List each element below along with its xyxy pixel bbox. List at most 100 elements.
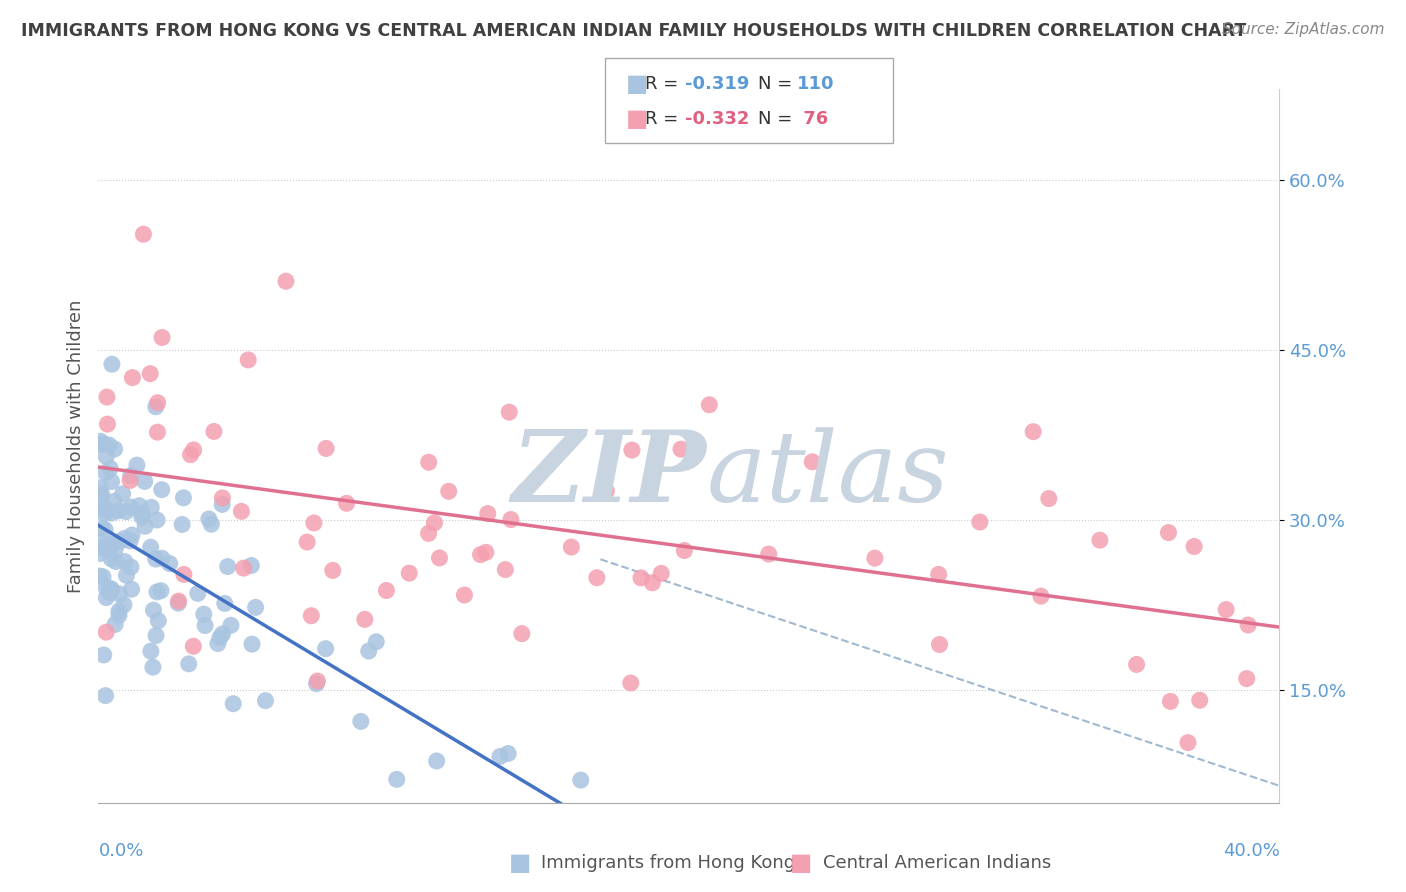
Point [104,543,127,558]
Point [120,500,142,515]
Point [139,367,162,381]
Point [131,507,153,521]
Point [494,563,516,577]
Point [217,559,239,574]
Point [375,583,398,598]
Point [93,507,115,521]
Point [1188,693,1211,707]
Point [173,567,195,582]
Point [366,634,388,648]
Point [146,395,169,409]
Point [150,551,173,566]
Point [1125,657,1147,672]
Point [94,501,117,516]
Point [112,532,135,546]
Point [145,628,167,642]
Point [89,546,111,560]
Point [100,551,122,566]
Point [641,575,664,590]
Point [499,512,522,526]
Point [489,749,512,764]
Point [90,541,112,555]
Point [89,481,111,495]
Text: Central American Indians: Central American Indians [823,855,1050,872]
Point [1022,425,1045,439]
Point [1038,491,1060,506]
Y-axis label: Family Households with Children: Family Households with Children [66,300,84,592]
Point [453,588,475,602]
Point [240,637,263,651]
Point [232,561,254,575]
Text: ■: ■ [509,852,531,875]
Point [87,437,110,451]
Point [108,587,131,601]
Point [969,515,991,529]
Point [586,571,609,585]
Point [103,442,125,456]
Point [1182,540,1205,554]
Point [193,607,215,622]
Point [108,608,131,623]
Point [254,693,277,707]
Point [208,631,231,645]
Text: Immigrants from Hong Kong: Immigrants from Hong Kong [541,855,796,872]
Point [112,598,135,612]
Point [302,516,325,530]
Point [423,516,446,530]
Point [93,437,115,451]
Point [510,626,533,640]
Point [1029,589,1052,603]
Point [426,754,449,768]
Point [146,513,169,527]
Point [214,597,236,611]
Point [295,535,318,549]
Point [418,455,440,469]
Point [132,227,155,242]
Point [90,434,112,449]
Point [142,660,165,674]
Point [513,484,536,499]
Point [96,390,118,404]
Point [198,512,221,526]
Point [398,566,420,581]
Point [159,557,181,571]
Point [669,442,692,457]
Point [125,458,148,472]
Point [569,773,592,788]
Point [104,555,127,569]
Point [928,567,950,582]
Point [222,697,245,711]
Point [100,585,122,599]
Point [177,657,200,671]
Point [98,438,121,452]
Point [620,443,643,458]
Point [238,352,260,367]
Point [470,548,492,562]
Point [145,552,167,566]
Point [475,545,498,559]
Point [121,528,143,542]
Point [1215,602,1237,616]
Text: R =: R = [645,111,685,128]
Point [322,563,344,577]
Text: atlas: atlas [707,427,949,522]
Point [121,582,143,597]
Point [94,523,117,537]
Point [93,503,115,517]
Point [103,494,125,508]
Point [211,627,233,641]
Text: 76: 76 [797,111,828,128]
Point [98,581,121,595]
Point [172,491,194,505]
Point [120,468,142,483]
Point [90,487,112,501]
Point [231,504,253,518]
Point [141,500,163,515]
Text: 110: 110 [797,75,835,93]
Point [134,475,156,489]
Point [149,583,172,598]
Point [94,581,117,595]
Point [96,417,118,431]
Text: N =: N = [758,111,797,128]
Point [758,547,780,561]
